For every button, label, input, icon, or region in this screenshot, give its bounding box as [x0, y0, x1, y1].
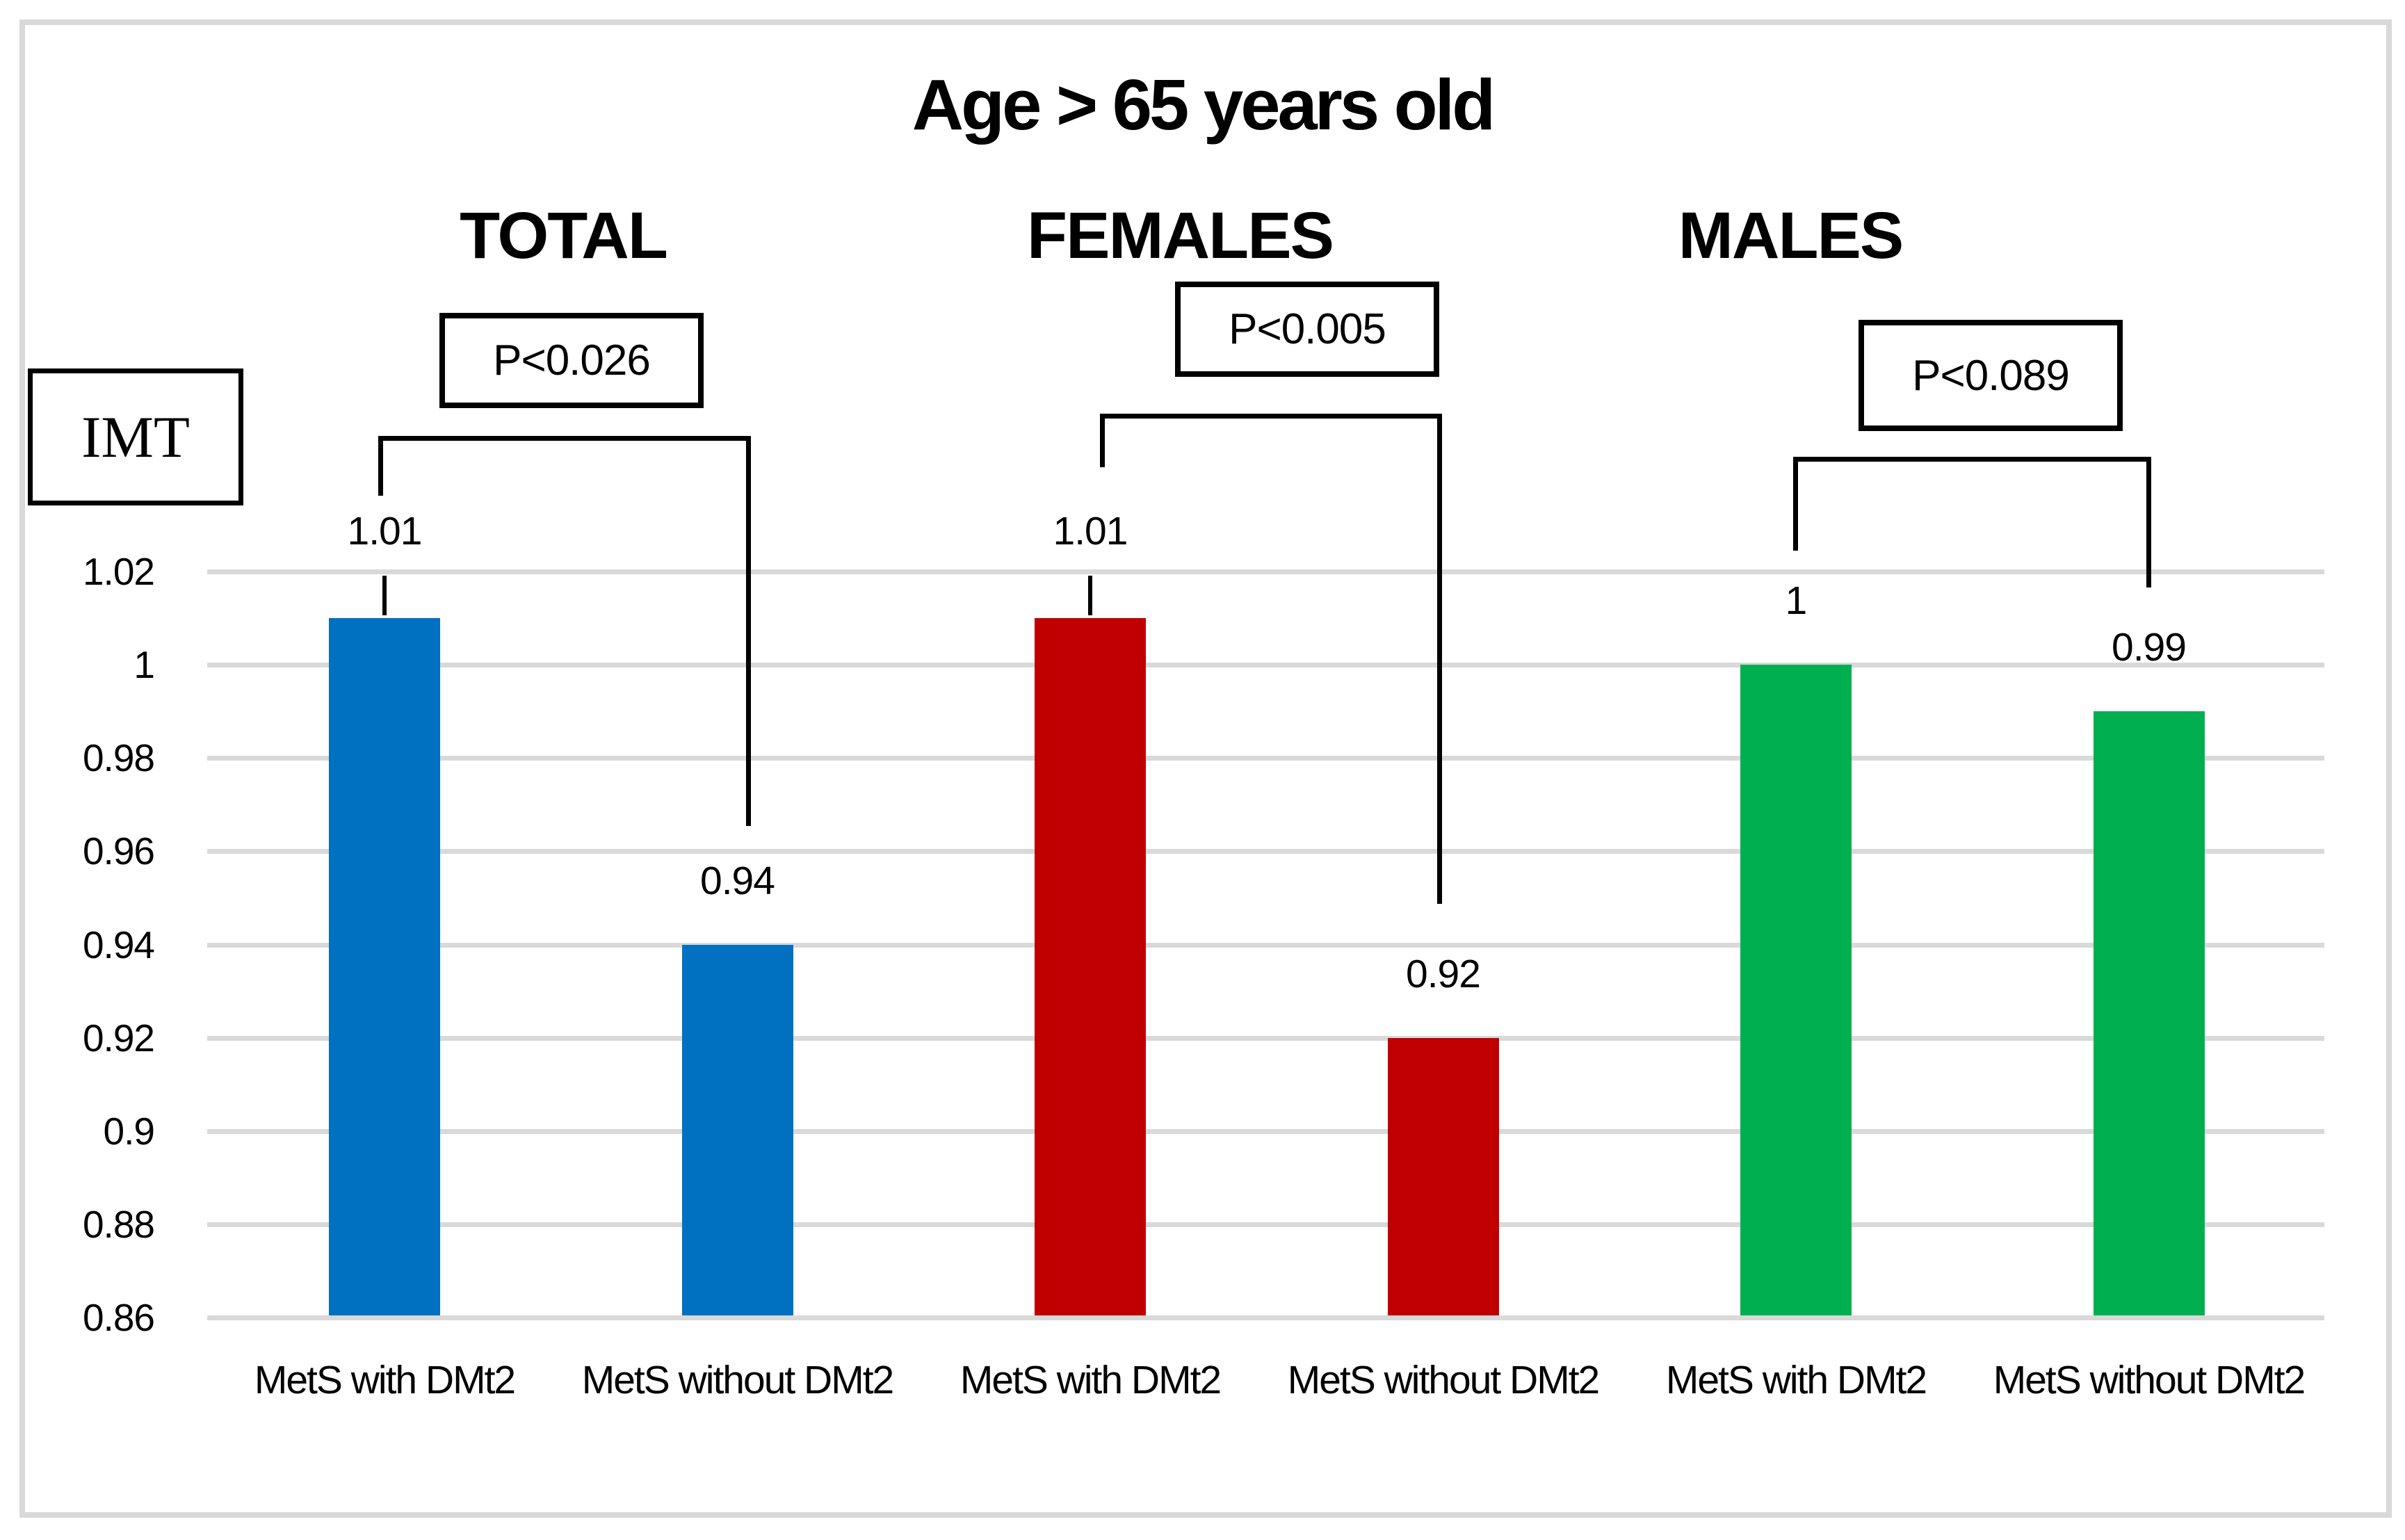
- gridline: [207, 756, 2324, 761]
- p-value-box-females: P<0.005: [1175, 282, 1439, 377]
- figure-border: [19, 19, 2392, 1518]
- gridline: [207, 663, 2324, 668]
- gridline: [207, 1035, 2324, 1041]
- significance-bracket-males-left-tick: [1793, 457, 1798, 551]
- gridline: [207, 1222, 2324, 1227]
- bar-males-with-dmt2: [1740, 665, 1852, 1315]
- x-axis-category-label: MetS without DMt2: [1993, 1358, 2306, 1402]
- bar-total-with-dmt2: [329, 618, 440, 1315]
- y-axis-tick-label: 0.9: [103, 1109, 155, 1153]
- significance-bracket-total-horizontal: [378, 436, 751, 441]
- p-value-label-males: P<0.089: [1912, 351, 2070, 400]
- bar-females-with-dmt2: [1035, 618, 1146, 1315]
- significance-bracket-total-left-tick: [378, 436, 383, 496]
- gridline: [207, 569, 2324, 574]
- y-axis-tick-label: 0.94: [82, 923, 155, 966]
- bar-value-label: 1.01: [347, 509, 423, 554]
- bar-females-without-dmt2: [1387, 1037, 1499, 1315]
- y-axis-tick-label: 0.96: [82, 829, 155, 873]
- x-axis-category-label: MetS without DMt2: [581, 1358, 895, 1402]
- gridline: [207, 1128, 2324, 1134]
- gridline: [207, 849, 2324, 854]
- significance-bracket-females-horizontal: [1100, 414, 1442, 419]
- p-value-box-males: P<0.089: [1859, 320, 2123, 431]
- significance-bracket-total-right-tick: [746, 436, 751, 826]
- value-leader-line: [382, 576, 387, 616]
- y-axis-tick-label: 1.02: [82, 550, 155, 593]
- y-axis-tick-label: 0.98: [82, 736, 155, 780]
- bar-value-label: 0.99: [2112, 625, 2187, 670]
- y-axis-title-box: IMT: [28, 368, 243, 505]
- gridline: [207, 1315, 2324, 1320]
- gridline: [207, 942, 2324, 948]
- significance-bracket-females-right-tick: [1437, 414, 1442, 904]
- group-header-total: TOTAL: [460, 199, 668, 273]
- x-axis-category-label: MetS with DMt2: [1665, 1358, 1927, 1402]
- x-axis-category-label: MetS without DMt2: [1287, 1358, 1601, 1402]
- group-header-females: FEMALES: [1027, 199, 1334, 273]
- bar-value-label: 0.92: [1406, 951, 1481, 996]
- x-axis-category-label: MetS with DMt2: [254, 1358, 516, 1402]
- y-axis-tick-label: 0.86: [82, 1296, 155, 1339]
- value-leader-line: [1088, 576, 1092, 616]
- x-axis-category-label: MetS with DMt2: [959, 1358, 1222, 1402]
- significance-bracket-females-left-tick: [1100, 414, 1105, 467]
- p-value-label-total: P<0.026: [493, 337, 651, 384]
- significance-bracket-males-right-tick: [2146, 457, 2151, 587]
- p-value-box-total: P<0.026: [439, 313, 704, 408]
- bar-males-without-dmt2: [2093, 711, 2205, 1315]
- bar-value-label: 1.01: [1053, 509, 1128, 554]
- y-axis-tick-label: 0.92: [82, 1016, 155, 1060]
- p-value-label-females: P<0.005: [1229, 305, 1386, 353]
- y-axis-tick-label: 0.88: [82, 1202, 155, 1246]
- bar-total-without-dmt2: [681, 944, 793, 1315]
- significance-bracket-males-horizontal: [1793, 457, 2151, 462]
- bar-value-label: 1: [1785, 578, 1808, 624]
- chart-title: Age > 65 years old: [912, 65, 1496, 145]
- group-header-males: MALES: [1678, 199, 1904, 273]
- bar-value-label: 0.94: [700, 858, 775, 903]
- y-axis-title: IMT: [81, 404, 190, 470]
- y-axis-tick-label: 1: [133, 643, 155, 687]
